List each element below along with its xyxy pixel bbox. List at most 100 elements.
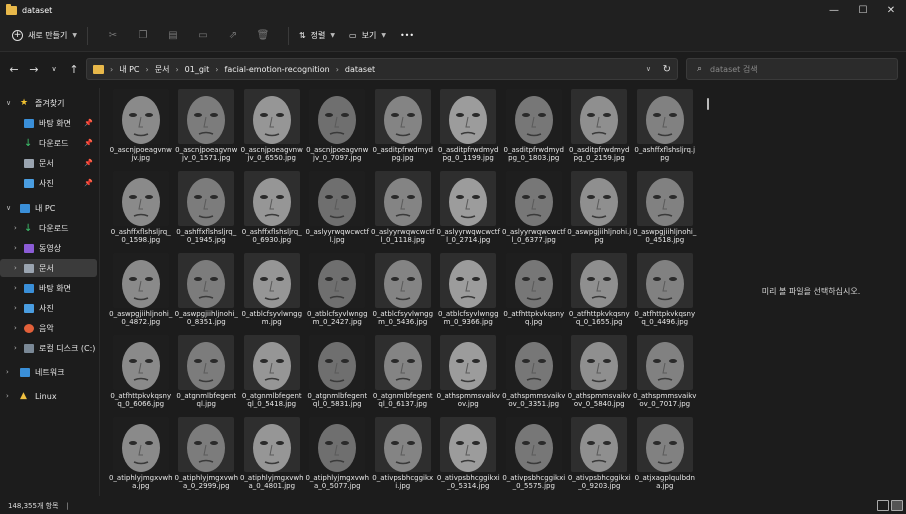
sidebar-item-quick-access[interactable]: ∨ ★ 즐겨찾기 bbox=[0, 94, 97, 112]
file-item[interactable]: 0_ascnjpoeagvnwjv_0_1571.jpg bbox=[174, 89, 240, 171]
file-item[interactable]: 0_athspmmsvaikvov.jpg bbox=[436, 335, 502, 417]
file-item[interactable]: 0_atblcfsyvlwnggm_0_5436.jpg bbox=[370, 253, 436, 335]
search-box[interactable]: ⌕ dataset 검색 bbox=[686, 58, 898, 80]
file-item[interactable]: 0_ascnjpoeagvnwjv_0_6550.jpg bbox=[239, 89, 305, 171]
rename-icon[interactable]: ▭ bbox=[198, 30, 208, 41]
sidebar-item-label: 즐겨찾기 bbox=[35, 98, 65, 108]
sidebar-item-this-pc[interactable]: ∨ 내 PC bbox=[0, 199, 97, 217]
copy-icon[interactable]: ❐ bbox=[138, 30, 148, 41]
up-arrow-icon[interactable]: ↑ bbox=[69, 62, 79, 76]
file-item[interactable]: 0_atjxagplqulbdna.jpg bbox=[632, 417, 698, 496]
file-item[interactable]: 0_aswpgjiihljnohi_0_4872.jpg bbox=[108, 253, 174, 335]
file-item[interactable]: 0_asditpfrwdmydpg_0_1803.jpg bbox=[501, 89, 567, 171]
file-item[interactable]: 0_aslyyrwqwcwctfl.jpg bbox=[305, 171, 371, 253]
file-item[interactable]: 0_atgnmlbfegentql_0_5418.jpg bbox=[239, 335, 305, 417]
view-button[interactable]: ▭ 보기 ▼ bbox=[349, 30, 386, 41]
sidebar-item-label: Linux bbox=[35, 391, 57, 401]
file-item[interactable]: 0_ascnjpoeagvnwjv_0_7097.jpg bbox=[305, 89, 371, 171]
maximize-button[interactable]: ☐ bbox=[858, 4, 868, 16]
refresh-icon[interactable]: ↻ bbox=[662, 63, 671, 75]
file-item[interactable]: 0_atblcfsyvlwnggm.jpg bbox=[239, 253, 305, 335]
file-item[interactable]: 0_ashffxflshsljrq.jpg bbox=[632, 89, 698, 171]
share-icon[interactable]: ⇗ bbox=[228, 30, 238, 41]
sidebar-item-pictures[interactable]: › 사진 bbox=[0, 299, 97, 317]
sidebar-item-music[interactable]: › 음악 bbox=[0, 319, 97, 337]
file-item[interactable]: 0_asditpfrwdmydpg.jpg bbox=[370, 89, 436, 171]
file-item[interactable]: 0_ativpsbhcggikxi_0_9203.jpg bbox=[567, 417, 633, 496]
file-item[interactable]: 0_athspmmsvaikvov_0_7017.jpg bbox=[632, 335, 698, 417]
file-item[interactable]: 0_aswpgjiihljnohi_0_4518.jpg bbox=[632, 171, 698, 253]
forward-arrow-icon[interactable]: → bbox=[29, 62, 39, 76]
file-item[interactable]: 0_atfhttpkvkqsnyq_0_4496.jpg bbox=[632, 253, 698, 335]
scrollbar[interactable] bbox=[707, 98, 709, 110]
file-name: 0_athspmmsvaikvov_0_7017.jpg bbox=[633, 392, 697, 408]
new-button[interactable]: + 새로 만들기 ▼ bbox=[12, 30, 77, 41]
file-item[interactable]: 0_atfhttpkvkqsnyq_0_6066.jpg bbox=[108, 335, 174, 417]
breadcrumb-item-this-pc[interactable]: 내 PC bbox=[119, 64, 140, 74]
file-item[interactable]: 0_atgnmlbfegentql_0_5831.jpg bbox=[305, 335, 371, 417]
file-name: 0_asditpfrwdmydpg.jpg bbox=[372, 146, 433, 162]
sidebar-item-documents-pinned[interactable]: 문서 📌 bbox=[0, 154, 97, 172]
minimize-button[interactable]: — bbox=[829, 4, 839, 16]
file-item[interactable]: 0_athspmmsvaikvov_0_5840.jpg bbox=[567, 335, 633, 417]
file-item[interactable]: 0_atiphlyjmgxvwha.jpg bbox=[108, 417, 174, 496]
breadcrumb-item-dataset[interactable]: dataset bbox=[344, 64, 376, 74]
sidebar-item-pictures-pinned[interactable]: 사진 📌 bbox=[0, 174, 97, 192]
close-button[interactable]: ✕ bbox=[886, 4, 896, 16]
file-item[interactable]: 0_ashffxflshsljrq_0_1945.jpg bbox=[174, 171, 240, 253]
sidebar-item-videos[interactable]: › 동영상 bbox=[0, 239, 97, 257]
sidebar-item-network[interactable]: › 네트워크 bbox=[0, 363, 97, 381]
breadcrumb-item-git[interactable]: 01_git bbox=[184, 64, 210, 74]
file-item[interactable]: 0_atiphlyjmgxvwha_0_2999.jpg bbox=[174, 417, 240, 496]
cut-icon[interactable]: ✂ bbox=[108, 30, 118, 41]
file-item[interactable]: 0_ativpsbhcggikxi.jpg bbox=[370, 417, 436, 496]
delete-icon[interactable]: 🗑 bbox=[256, 30, 270, 41]
more-options-button[interactable]: ••• bbox=[400, 31, 414, 40]
file-item[interactable]: 0_aslyyrwqwcwctfl_0_6377.jpg bbox=[501, 171, 567, 253]
large-icons-view-icon[interactable] bbox=[891, 500, 903, 511]
image-thumbnail bbox=[178, 335, 235, 390]
file-item[interactable]: 0_aslyyrwqwcwctfl_0_1118.jpg bbox=[370, 171, 436, 253]
file-item[interactable]: 0_asditpfrwdmydpg_0_2159.jpg bbox=[567, 89, 633, 171]
back-arrow-icon[interactable]: ← bbox=[9, 62, 19, 76]
address-bar[interactable]: › 내 PC › 문서 › 01_git › facial-emotion-re… bbox=[86, 58, 678, 80]
file-item[interactable]: 0_atgnmlbfegentql_0_6137.jpg bbox=[370, 335, 436, 417]
sidebar-item-desktop[interactable]: › 바탕 화면 bbox=[0, 279, 97, 297]
details-view-icon[interactable] bbox=[877, 500, 889, 511]
recent-chevron-icon[interactable]: ∨ bbox=[51, 65, 57, 73]
sidebar-item-downloads-pinned[interactable]: ↓ 다운로드 📌 bbox=[0, 134, 97, 152]
file-item[interactable]: 0_asditpfrwdmydpg_0_1199.jpg bbox=[436, 89, 502, 171]
file-item[interactable]: 0_ashffxflshsljrq_0_1598.jpg bbox=[108, 171, 174, 253]
plus-icon: + bbox=[12, 30, 23, 41]
file-item[interactable]: 0_atfhttpkvkqsnyq_0_1655.jpg bbox=[567, 253, 633, 335]
file-item[interactable]: 0_aswpgjiihljnohi_0_8351.jpg bbox=[174, 253, 240, 335]
pane-divider bbox=[99, 88, 100, 496]
file-item[interactable]: 0_athspmmsvaikvov_0_3351.jpg bbox=[501, 335, 567, 417]
file-item[interactable]: 0_atiphlyjmgxvwha_0_4801.jpg bbox=[239, 417, 305, 496]
file-item[interactable]: 0_atblcfsyvlwnggm_0_2427.jpg bbox=[305, 253, 371, 335]
sidebar-item-local-disk[interactable]: › 로컬 디스크 (C:) bbox=[0, 339, 97, 357]
address-dropdown-icon[interactable]: ∨ bbox=[645, 65, 651, 73]
file-item[interactable]: 0_ascnjpoeagvnwjv.jpg bbox=[108, 89, 174, 171]
chevron-right-icon: › bbox=[14, 244, 17, 252]
file-item[interactable]: 0_aswpgjiihljnohi.jpg bbox=[567, 171, 633, 253]
file-name: 0_aslyyrwqwcwctfl.jpg bbox=[305, 228, 370, 244]
breadcrumb-item-documents[interactable]: 문서 bbox=[154, 64, 170, 74]
file-item[interactable]: 0_ativpsbhcggikxi_0_5314.jpg bbox=[436, 417, 502, 496]
image-thumbnail bbox=[243, 89, 300, 144]
sidebar-item-documents[interactable]: › 문서 bbox=[0, 259, 97, 277]
sort-button[interactable]: ⇅ 정렬 ▼ bbox=[299, 30, 335, 41]
file-item[interactable]: 0_atfhttpkvkqsnyq.jpg bbox=[501, 253, 567, 335]
file-item[interactable]: 0_atgnmlbfegentql.jpg bbox=[174, 335, 240, 417]
sidebar-item-downloads[interactable]: › ↓ 다운로드 bbox=[0, 219, 97, 237]
file-item[interactable]: 0_ashffxflshsljrq_0_6930.jpg bbox=[239, 171, 305, 253]
pictures-icon bbox=[24, 178, 34, 188]
paste-icon[interactable]: ▤ bbox=[168, 30, 178, 41]
file-item[interactable]: 0_ativpsbhcggikxi_0_5575.jpg bbox=[501, 417, 567, 496]
file-item[interactable]: 0_atiphlyjmgxvwha_0_5077.jpg bbox=[305, 417, 371, 496]
breadcrumb-item-repo[interactable]: facial-emotion-recognition bbox=[224, 64, 330, 74]
file-item[interactable]: 0_aslyyrwqwcwctfl_0_2714.jpg bbox=[436, 171, 502, 253]
file-item[interactable]: 0_atblcfsyvlwnggm_0_9366.jpg bbox=[436, 253, 502, 335]
sidebar-item-desktop-pinned[interactable]: 바탕 화면 📌 bbox=[0, 114, 97, 132]
sidebar-item-linux[interactable]: › ▲ Linux bbox=[0, 387, 97, 405]
